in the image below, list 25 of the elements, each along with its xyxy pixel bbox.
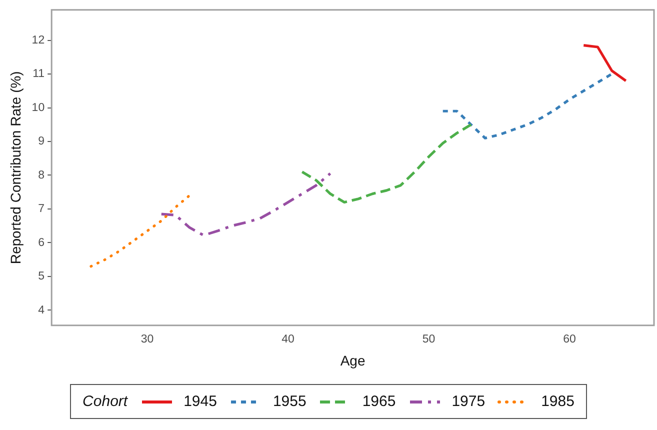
legend-label: 1955: [272, 393, 306, 410]
line-series: [160, 172, 332, 237]
x-tick-label: 60: [563, 333, 576, 346]
legend-label: 1945: [184, 393, 217, 410]
legend-label: 1965: [362, 393, 396, 410]
line-series: [90, 194, 191, 268]
x-tick-label: 40: [282, 333, 294, 346]
y-axis-title: Reported Contributon Rate (%): [7, 71, 24, 264]
x-axis-title: Age: [340, 352, 366, 368]
y-tick-label: 5: [38, 270, 45, 283]
y-tick-label: 11: [32, 68, 45, 80]
legend-title: Cohort: [82, 393, 128, 410]
legend-label: 1985: [541, 393, 574, 410]
y-tick-label: 7: [38, 203, 45, 216]
line-series: [300, 123, 472, 204]
x-tick-label: 30: [140, 333, 154, 346]
y-tick-label: 9: [38, 136, 45, 148]
y-tick-label: 12: [32, 34, 45, 46]
y-tick-label: 6: [38, 236, 45, 249]
y-tick-label: 4: [38, 304, 46, 316]
y-tick-label: 8: [38, 169, 45, 182]
legend-label: 1975: [452, 393, 486, 410]
y-tick-label: 10: [32, 102, 45, 114]
line-series: [442, 72, 614, 140]
x-tick-label: 50: [422, 333, 436, 346]
